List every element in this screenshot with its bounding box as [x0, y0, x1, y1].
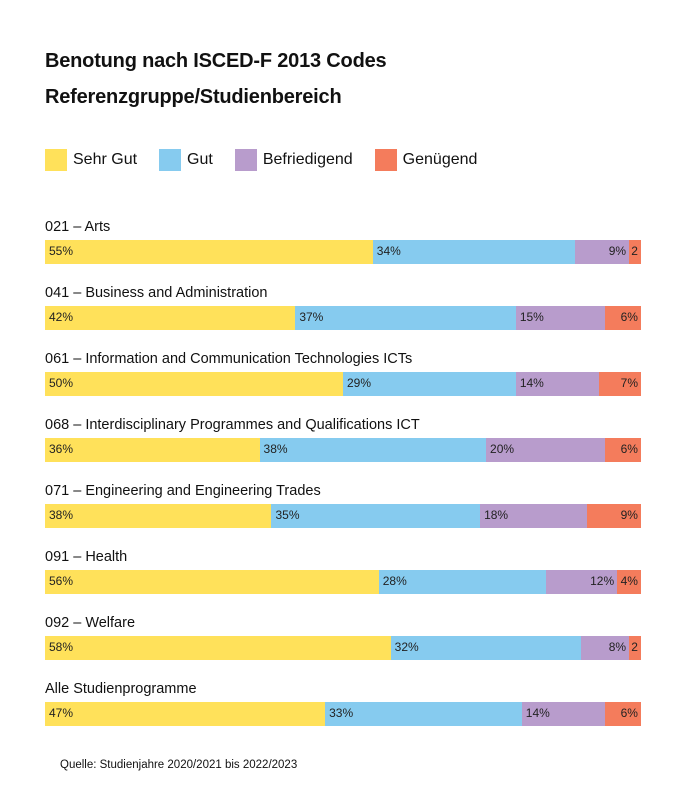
bar-segment: 37%: [295, 306, 516, 330]
source-note: Quelle: Studienjahre 2020/2021 bis 2022/…: [60, 759, 298, 771]
category-label: 068 – Interdisciplinary Programmes and Q…: [45, 417, 420, 433]
bar-segment: 18%: [480, 504, 588, 528]
data-label: 6%: [620, 706, 638, 720]
bar-segment: 14%: [515, 372, 600, 396]
data-label: 42%: [49, 310, 74, 324]
bar-segment: 12%: [545, 570, 618, 594]
data-label: 12%: [590, 574, 615, 588]
data-label: 2: [631, 244, 638, 258]
data-label: 58%: [49, 640, 74, 654]
bar-segment: 7%: [599, 372, 641, 396]
bar-segment: 20%: [486, 438, 606, 462]
data-label: 15%: [519, 310, 544, 324]
bar-segment: 33%: [325, 702, 522, 726]
stacked-bar: 55% 34% 9% 2: [45, 240, 641, 264]
category-label: 071 – Engineering and Engineering Trades: [45, 483, 321, 499]
bar-segment: 38%: [259, 438, 487, 462]
bar-segment: 47%: [45, 702, 326, 726]
legend-item: Befriedigend: [234, 149, 353, 171]
bar-segment: 28%: [378, 570, 546, 594]
data-label: 18%: [484, 508, 509, 522]
stacked-bar: 36% 38% 20% 6%: [45, 438, 641, 462]
bar-segment: 56%: [45, 570, 379, 594]
stacked-bar: 58% 32% 8% 2: [45, 636, 641, 660]
data-label: 28%: [382, 574, 407, 588]
data-label: 14%: [519, 376, 544, 390]
chart-subtitle: Referenzgruppe/Studienbereich: [45, 86, 342, 108]
data-label: 35%: [275, 508, 300, 522]
data-label: 32%: [394, 640, 419, 654]
legend-label: Befriedigend: [262, 151, 353, 168]
bar-segment: 6%: [605, 306, 641, 330]
data-label: 38%: [263, 442, 288, 456]
legend-label: Genügend: [402, 151, 478, 168]
data-label: 36%: [49, 442, 74, 456]
bar-segment: 2: [629, 240, 641, 264]
data-label: 56%: [49, 574, 74, 588]
bar-segment: 55%: [45, 240, 373, 264]
data-label: 6%: [620, 442, 638, 456]
category-label: Alle Studienprogramme: [45, 681, 197, 697]
bar-segment: 36%: [45, 438, 260, 462]
legend-item: Sehr Gut: [45, 149, 137, 171]
data-label: 8%: [608, 640, 627, 654]
bar-segment: 32%: [390, 636, 582, 660]
category-label: 091 – Health: [45, 549, 128, 565]
data-label: 47%: [49, 706, 74, 720]
legend-swatch: [234, 149, 257, 171]
data-label: 29%: [347, 376, 372, 390]
bar-segment: 9%: [575, 240, 630, 264]
bar-segment: 29%: [343, 372, 516, 396]
bar-segment: 2: [629, 636, 641, 660]
data-label: 6%: [620, 310, 638, 324]
data-label: 34%: [376, 244, 401, 258]
bar-segment: 8%: [581, 636, 630, 660]
category-label: 092 – Welfare: [45, 615, 136, 631]
category-label: 041 – Business and Administration: [45, 285, 268, 301]
legend: Sehr Gut Gut Befriedigend Genügend: [45, 149, 499, 171]
legend-item: Gut: [159, 149, 213, 171]
category-label: 061 – Information and Communication Tech…: [45, 351, 413, 367]
data-label: 38%: [49, 508, 74, 522]
bar-segment: 4%: [617, 570, 641, 594]
stacked-bar: 50% 29% 14% 7%: [45, 372, 641, 396]
legend-item: Genügend: [374, 149, 478, 171]
stacked-bar: 47% 33% 14% 6%: [45, 702, 641, 726]
data-label: 7%: [620, 376, 638, 390]
bar-segment: 14%: [521, 702, 606, 726]
bar-segment: 34%: [372, 240, 576, 264]
data-label: 9%: [620, 508, 638, 522]
chart-title: Benotung nach ISCED-F 2013 Codes: [45, 50, 387, 72]
legend-label: Sehr Gut: [73, 151, 138, 168]
bar-segment: 58%: [45, 636, 391, 660]
stacked-bar: 56% 28% 12% 4%: [45, 570, 641, 594]
bar-segment: 6%: [605, 438, 641, 462]
data-label: 50%: [49, 376, 74, 390]
data-label: 9%: [608, 244, 627, 258]
bar-segment: 6%: [605, 702, 641, 726]
bar-segment: 9%: [587, 504, 641, 528]
stacked-bar: 38% 35% 18% 9%: [45, 504, 641, 528]
legend-label: Gut: [187, 151, 213, 168]
data-label: 33%: [329, 706, 354, 720]
bar-segment: 50%: [45, 372, 343, 396]
bar-segment: 35%: [271, 504, 481, 528]
bar-segment: 42%: [45, 306, 296, 330]
legend-swatch: [159, 149, 182, 171]
stacked-bar: 42% 37% 15% 6%: [45, 306, 641, 330]
data-label: 37%: [299, 310, 324, 324]
data-label: 20%: [490, 442, 515, 456]
category-label: 021 – Arts: [45, 219, 111, 235]
bar-segment: 38%: [45, 504, 272, 528]
legend-swatch: [374, 149, 397, 171]
data-label: 2: [631, 640, 638, 654]
data-label: 4%: [620, 574, 638, 588]
data-label: 55%: [49, 244, 74, 258]
legend-swatch: [45, 149, 67, 171]
bar-segment: 15%: [515, 306, 606, 330]
data-label: 14%: [525, 706, 550, 720]
